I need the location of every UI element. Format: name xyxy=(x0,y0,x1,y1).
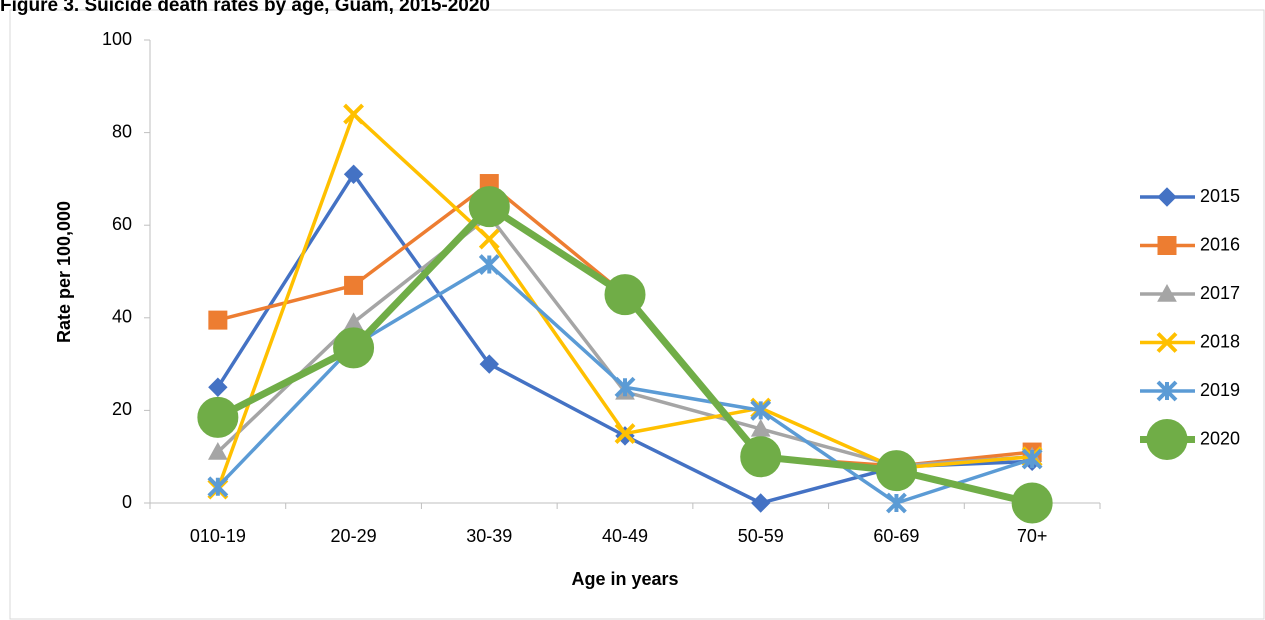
marker xyxy=(478,254,500,275)
x-tick-label: 010-19 xyxy=(190,526,246,546)
x-axis-title: Age in years xyxy=(571,569,678,589)
marker xyxy=(750,399,772,421)
y-tick-label: 20 xyxy=(112,399,132,419)
legend-label: 2018 xyxy=(1200,331,1240,351)
x-tick-label: 30-39 xyxy=(466,526,512,546)
y-tick-label: 60 xyxy=(112,214,132,234)
marker xyxy=(1157,187,1177,207)
marker xyxy=(614,423,636,444)
legend-label: 2019 xyxy=(1200,380,1240,400)
marker xyxy=(197,396,239,438)
marker xyxy=(344,275,364,295)
marker xyxy=(750,418,771,437)
marker xyxy=(1021,448,1043,470)
y-tick-label: 100 xyxy=(102,29,132,49)
series xyxy=(208,164,1042,513)
legend-label: 2016 xyxy=(1200,234,1240,254)
marker xyxy=(468,186,510,228)
x-tick-label: 40-49 xyxy=(602,526,648,546)
marker xyxy=(614,376,636,398)
marker xyxy=(886,492,907,514)
y-axis-title: Rate per 100,000 xyxy=(54,201,74,343)
marker xyxy=(333,327,375,369)
legend-label: 2015 xyxy=(1200,186,1240,206)
marker xyxy=(208,442,228,460)
marker xyxy=(1156,332,1178,353)
y-tick-label: 80 xyxy=(112,121,132,141)
marker xyxy=(740,436,782,478)
marker xyxy=(1011,482,1053,524)
marker xyxy=(343,164,364,184)
marker xyxy=(1157,283,1177,302)
series-line xyxy=(217,181,1033,468)
x-tick-label: 60-69 xyxy=(873,526,919,546)
marker xyxy=(478,228,500,250)
y-tick-label: 40 xyxy=(112,307,132,327)
marker xyxy=(1146,419,1188,460)
x-tick-label: 20-29 xyxy=(331,526,377,546)
marker xyxy=(479,354,499,374)
series xyxy=(197,186,1053,524)
legend-label: 2017 xyxy=(1200,283,1240,303)
marker xyxy=(604,274,646,316)
marker xyxy=(1157,236,1177,255)
x-tick-label: 50-59 xyxy=(738,526,784,546)
marker xyxy=(1156,380,1178,402)
marker xyxy=(343,103,364,125)
marker xyxy=(208,310,228,330)
chart-title: Figure 3. Suicide death rates by age, Gu… xyxy=(0,0,490,16)
y-tick-label: 0 xyxy=(122,492,132,512)
chart-frame xyxy=(9,9,1265,620)
marker xyxy=(207,476,229,498)
marker xyxy=(208,377,228,397)
marker xyxy=(875,450,917,492)
marker xyxy=(751,493,771,513)
x-tick-label: 70+ xyxy=(1017,526,1048,546)
legend-label: 2020 xyxy=(1200,428,1240,448)
